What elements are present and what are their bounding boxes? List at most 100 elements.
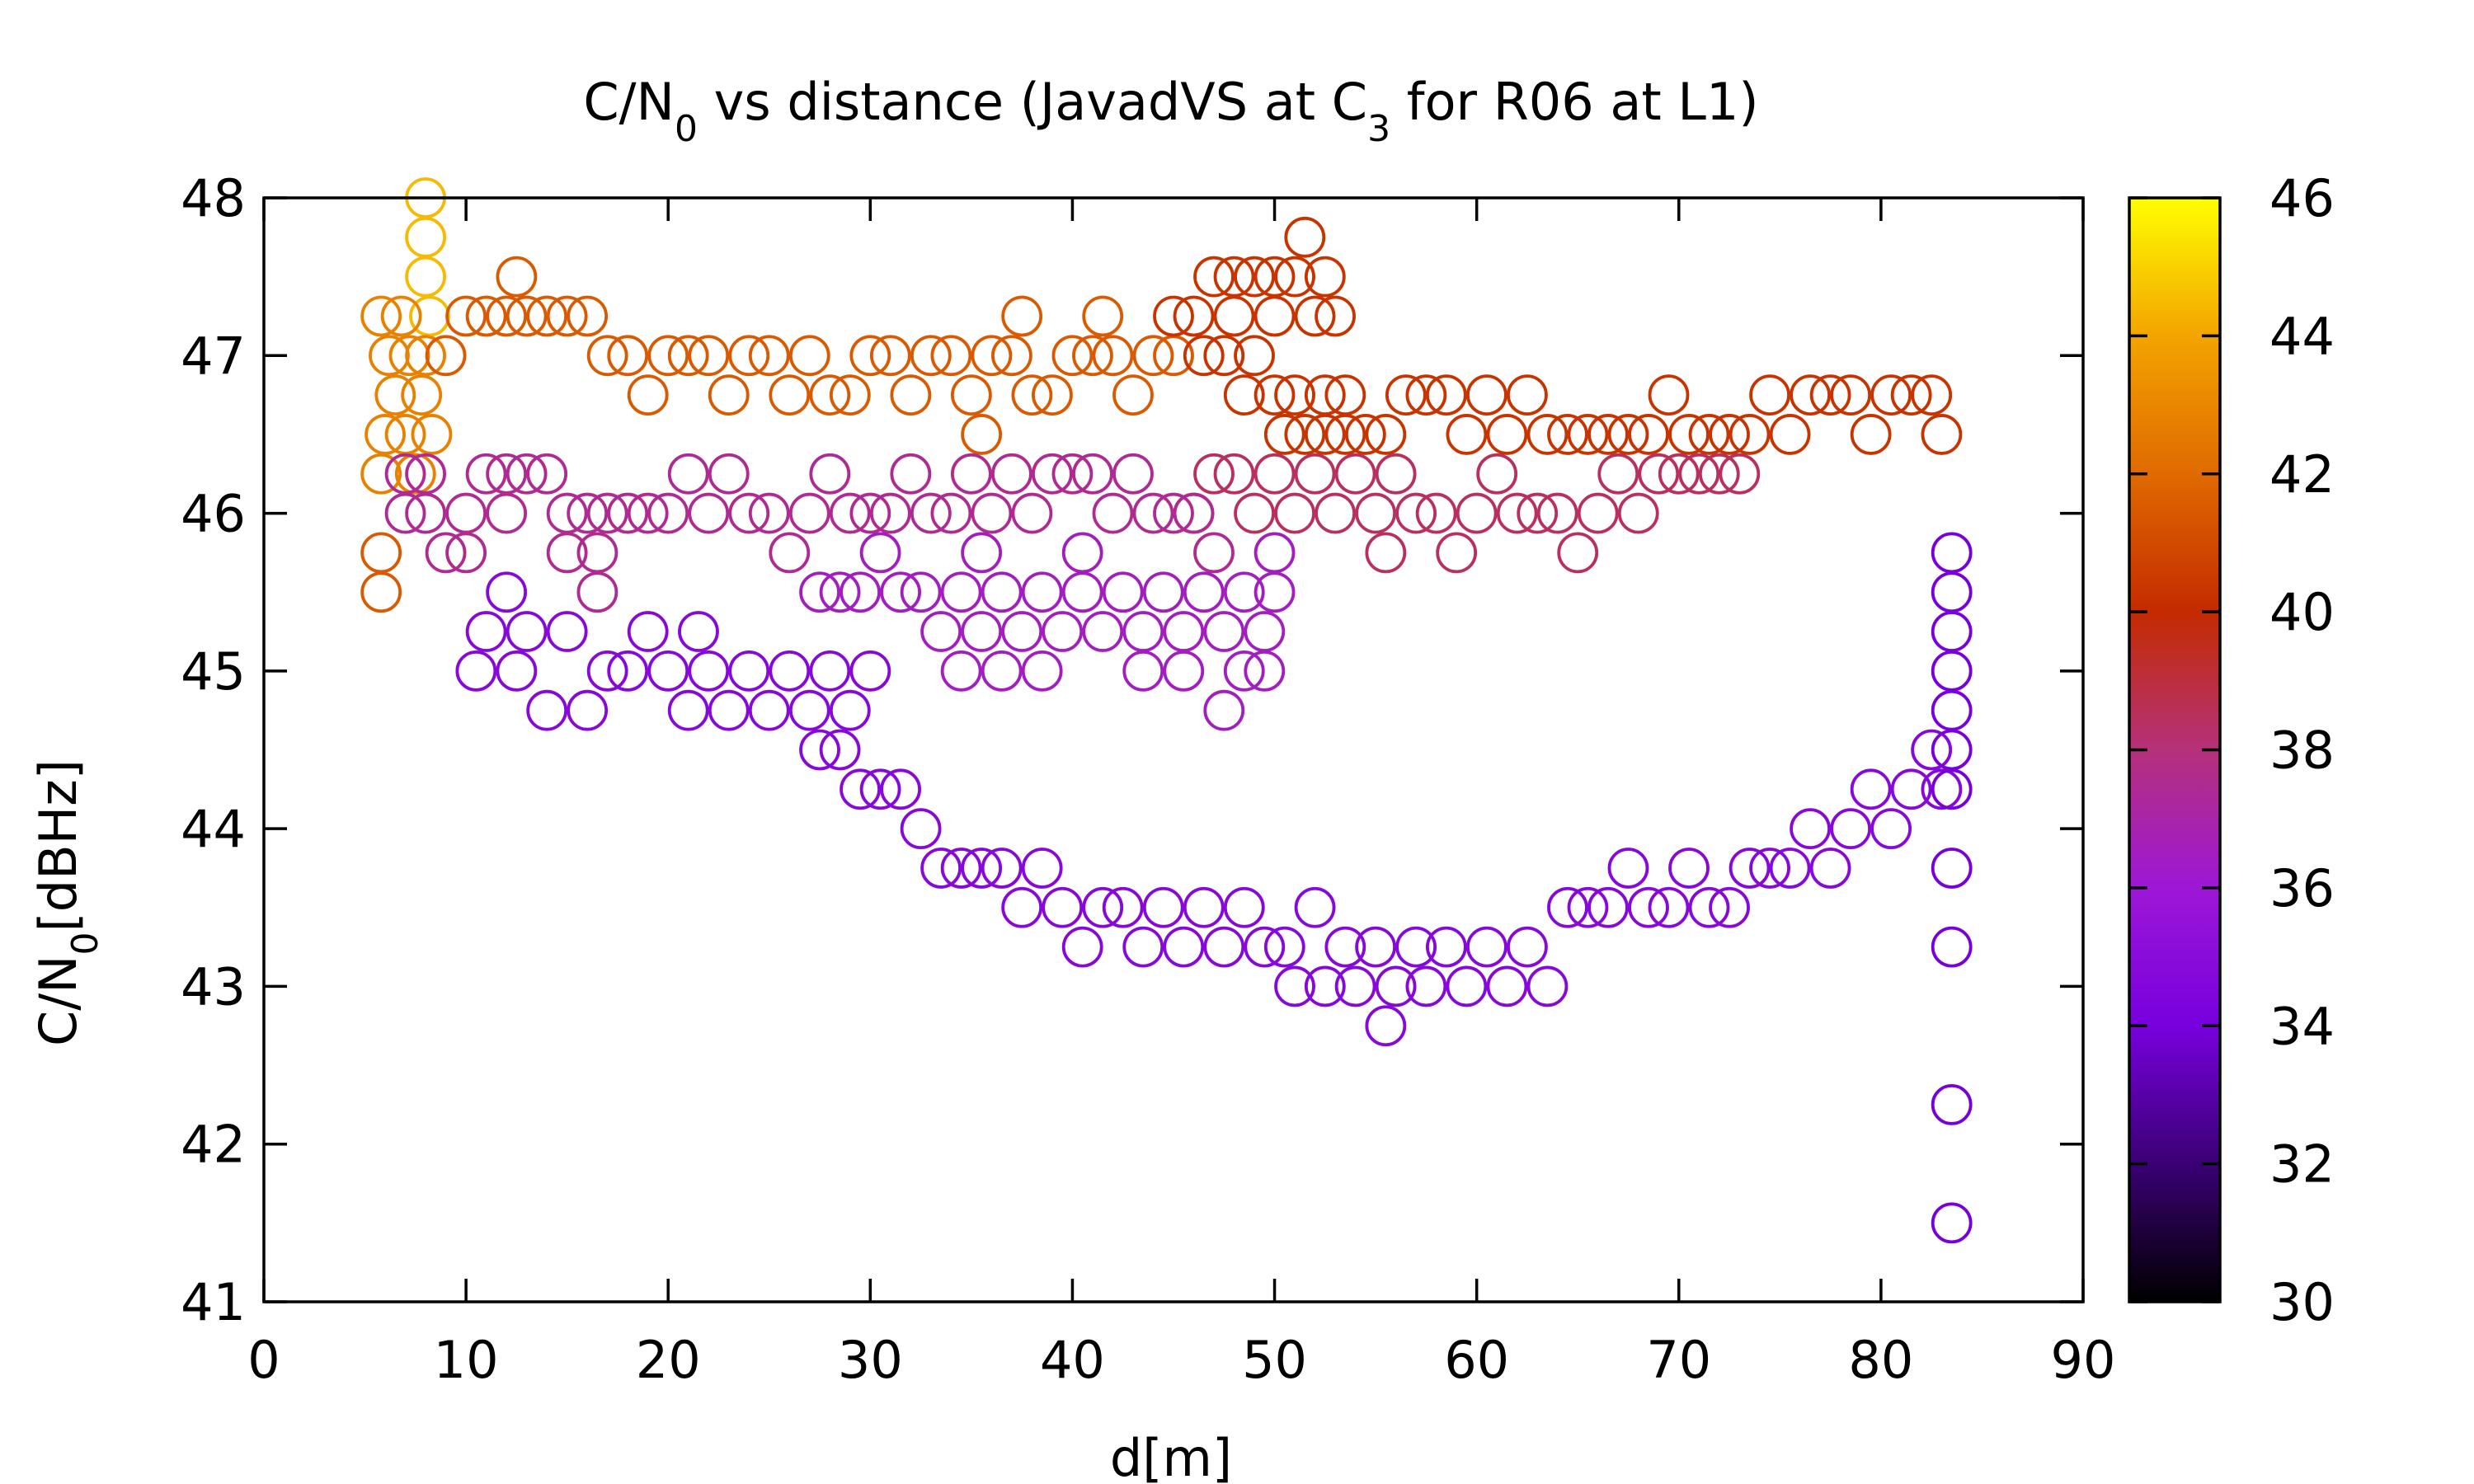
data-point bbox=[667, 689, 709, 731]
colorbar-tick-label: 46 bbox=[2269, 168, 2335, 228]
data-point bbox=[1061, 532, 1103, 574]
data-point bbox=[1203, 926, 1245, 968]
data-point bbox=[1042, 886, 1084, 928]
data-point bbox=[1223, 374, 1265, 416]
data-point bbox=[360, 571, 402, 613]
data-point bbox=[788, 689, 830, 731]
data-point bbox=[940, 571, 982, 613]
data-point bbox=[425, 335, 467, 377]
data-point bbox=[1931, 532, 1973, 574]
data-point bbox=[380, 295, 422, 337]
data-point bbox=[465, 295, 507, 337]
data-point bbox=[1253, 453, 1296, 495]
data-point bbox=[799, 729, 840, 771]
data-point bbox=[1001, 886, 1043, 928]
x-tick-label: 40 bbox=[1040, 1330, 1105, 1390]
data-point bbox=[890, 374, 932, 416]
data-point bbox=[1436, 532, 1478, 574]
data-point bbox=[880, 768, 921, 810]
data-markers bbox=[360, 177, 1973, 1244]
data-point bbox=[1517, 492, 1559, 534]
data-point bbox=[930, 492, 972, 534]
x-tick-label: 20 bbox=[636, 1330, 701, 1390]
data-point bbox=[1344, 414, 1386, 455]
data-point bbox=[1253, 295, 1296, 337]
data-point bbox=[401, 374, 443, 416]
title-part-pre: C/N bbox=[583, 72, 675, 132]
data-point bbox=[1203, 689, 1245, 731]
data-point bbox=[1274, 374, 1315, 416]
data-point bbox=[1536, 492, 1578, 534]
data-point bbox=[1122, 926, 1164, 968]
data-point bbox=[1507, 926, 1548, 968]
data-point bbox=[809, 650, 851, 692]
data-point bbox=[981, 650, 1023, 692]
title-part-post: for R06 at L1) bbox=[1390, 72, 1759, 132]
ylabel-pre: C/N bbox=[28, 955, 88, 1046]
data-point bbox=[1749, 374, 1790, 416]
data-point bbox=[869, 335, 911, 377]
data-point bbox=[1617, 492, 1659, 534]
data-point bbox=[1607, 414, 1649, 455]
data-point bbox=[486, 295, 528, 337]
data-point bbox=[1102, 571, 1144, 613]
data-point bbox=[1628, 414, 1669, 455]
data-point bbox=[819, 571, 861, 613]
data-point bbox=[819, 729, 861, 771]
data-point bbox=[1607, 848, 1649, 889]
data-point bbox=[1375, 453, 1417, 495]
data-point bbox=[1001, 295, 1043, 337]
data-point bbox=[880, 571, 921, 613]
data-point bbox=[809, 453, 851, 495]
data-point bbox=[1244, 611, 1286, 652]
y-tick-label: 48 bbox=[181, 168, 246, 228]
data-point bbox=[667, 335, 709, 377]
data-point bbox=[1183, 571, 1225, 613]
data-point bbox=[1769, 414, 1811, 455]
data-point bbox=[930, 335, 972, 377]
data-point bbox=[1274, 965, 1315, 1007]
data-point bbox=[769, 532, 811, 574]
data-point bbox=[1385, 374, 1427, 416]
data-point bbox=[1486, 965, 1528, 1007]
data-point bbox=[627, 611, 669, 652]
data-point bbox=[1132, 335, 1174, 377]
data-point bbox=[961, 414, 1003, 455]
data-point bbox=[1315, 492, 1356, 534]
data-point bbox=[1072, 453, 1113, 495]
data-point bbox=[496, 256, 538, 298]
data-point bbox=[840, 768, 881, 810]
data-point bbox=[1304, 414, 1346, 455]
data-point bbox=[1577, 492, 1619, 534]
data-point bbox=[1193, 453, 1235, 495]
data-point bbox=[1355, 926, 1397, 968]
data-point bbox=[1698, 453, 1740, 495]
data-point bbox=[405, 492, 446, 534]
x-tick-label: 30 bbox=[838, 1330, 903, 1390]
x-axis-label: d[m] bbox=[1110, 1428, 1232, 1484]
data-point bbox=[950, 374, 992, 416]
data-point bbox=[1122, 611, 1164, 652]
data-point bbox=[1790, 374, 1832, 416]
data-point bbox=[708, 453, 750, 495]
data-point bbox=[1294, 453, 1336, 495]
data-point bbox=[688, 492, 730, 534]
data-point bbox=[1446, 414, 1488, 455]
data-point bbox=[526, 453, 568, 495]
data-point bbox=[1061, 571, 1103, 613]
data-point bbox=[1142, 886, 1184, 928]
data-point bbox=[1263, 926, 1305, 968]
data-point bbox=[1648, 374, 1690, 416]
data-point bbox=[910, 335, 952, 377]
data-point bbox=[1082, 611, 1124, 652]
data-point bbox=[688, 335, 730, 377]
data-point bbox=[1173, 492, 1215, 534]
data-point bbox=[1334, 965, 1376, 1007]
ylabel-sub: 0 bbox=[64, 932, 106, 955]
data-point bbox=[869, 492, 911, 534]
data-point bbox=[586, 335, 628, 377]
data-point bbox=[1870, 808, 1912, 850]
data-point bbox=[688, 650, 730, 692]
y-tick-label: 44 bbox=[181, 799, 246, 859]
data-point bbox=[1567, 886, 1609, 928]
